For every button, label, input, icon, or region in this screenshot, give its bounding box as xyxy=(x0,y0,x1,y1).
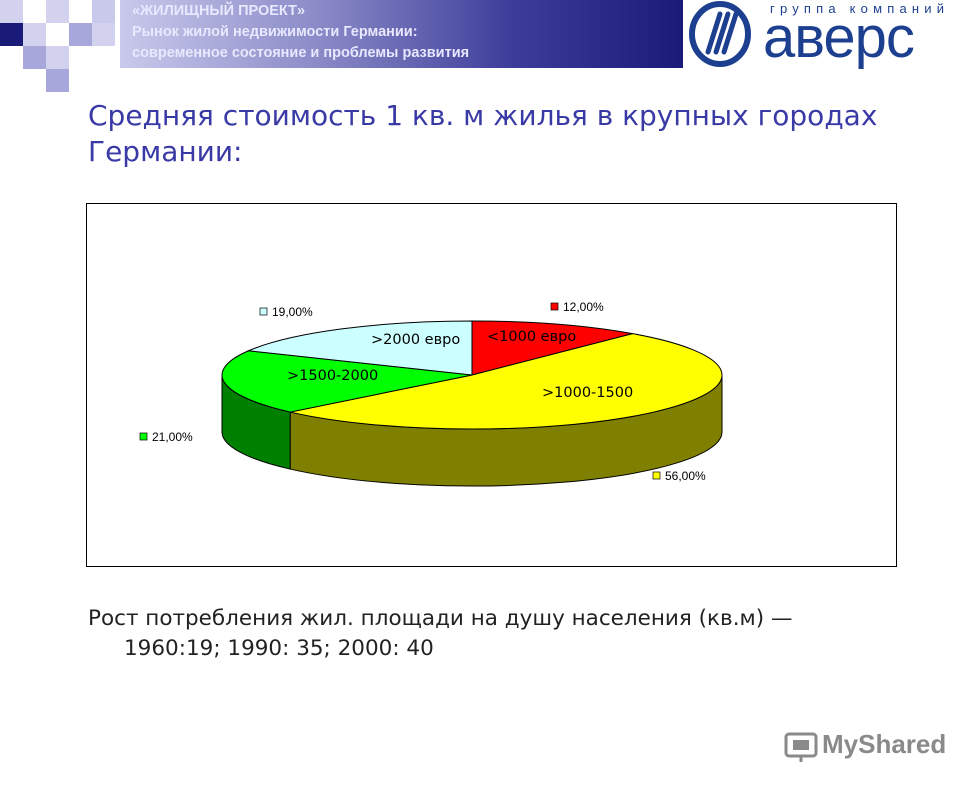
decorative-squares xyxy=(0,0,130,92)
banner-line-3: современное состояние и проблемы развити… xyxy=(132,45,470,61)
chart-frame: <1000 евро >1000-1500 >1500-2000 >2000 евро… xyxy=(86,203,897,567)
header-banner: «ЖИЛИЩНЫЙ ПРОЕКТ» Рынок жилой недвижимос… xyxy=(120,0,683,68)
pie-slice-2 xyxy=(221,350,473,413)
pie-slice-0 xyxy=(471,320,633,376)
pie-side-walls xyxy=(221,374,723,487)
body-text: Рост потребления жил. площади на душу на… xyxy=(88,604,918,664)
avers-logo-icon xyxy=(689,1,751,67)
pie-pct-label-2: 21,00% xyxy=(152,430,193,444)
pie-label-1: >1000-1500 xyxy=(542,385,633,401)
pie-chart: <1000 евро >1000-1500 >1500-2000 >2000 евро… xyxy=(139,300,723,487)
pie-pct-label-0: 12,00% xyxy=(563,300,604,314)
pie-slice-3 xyxy=(246,320,473,376)
banner-line-1: «ЖИЛИЩНЫЙ ПРОЕКТ» xyxy=(132,3,306,19)
pie-pct-key-2 xyxy=(139,432,148,441)
pie-pct-key-3 xyxy=(259,307,268,316)
body-line-2: 1960:19; 1990: 35; 2000: 40 xyxy=(124,636,434,661)
banner-line-2: Рынок жилой недвижимости Германии: xyxy=(132,24,418,40)
pie-pct-key-0 xyxy=(550,302,559,311)
pie-pct-key-1 xyxy=(652,471,661,480)
slide-title: Средняя стоимость 1 кв. м жилья в крупны… xyxy=(88,99,878,168)
body-line-1: Рост потребления жил. площади на душу на… xyxy=(88,606,793,631)
pie-pct-label-3: 19,00% xyxy=(272,305,313,319)
myshared-logo-icon xyxy=(784,732,818,762)
logo-subtitle: группа компаний xyxy=(770,1,950,16)
pie-label-3: >2000 евро xyxy=(371,332,460,348)
pie-pct-label-1: 56,00% xyxy=(665,469,706,483)
pie-label-0: <1000 евро xyxy=(487,329,576,345)
pie-slice-1 xyxy=(290,333,723,430)
logo-name: аверс xyxy=(763,5,915,70)
pie-label-2: >1500-2000 xyxy=(287,368,378,384)
watermark-text: MyShared xyxy=(822,729,947,759)
